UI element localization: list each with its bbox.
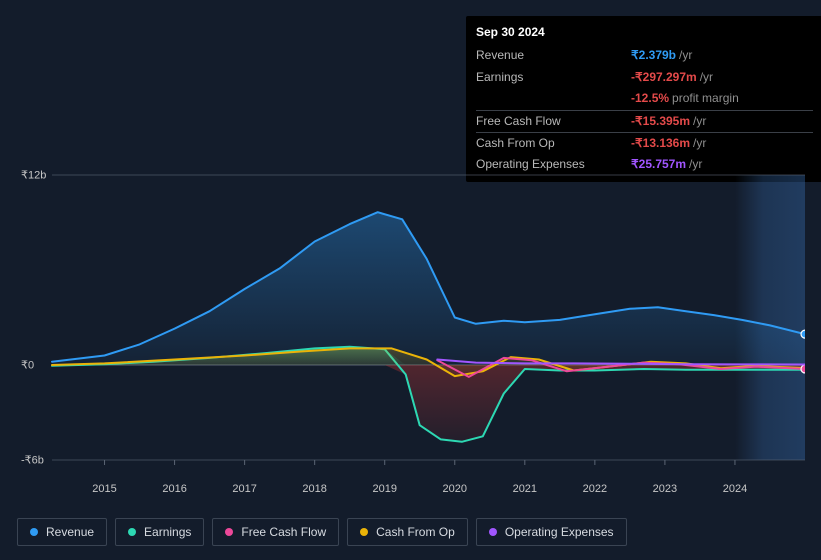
x-axis-label: 2023	[653, 483, 677, 495]
legend-label: Operating Expenses	[505, 525, 614, 539]
legend-dot-icon	[128, 528, 136, 536]
tooltip-row-label: Cash From Op	[476, 132, 631, 154]
tooltip-row-label	[476, 88, 631, 110]
tooltip-row-value: ₹2.379b/yr	[631, 45, 813, 66]
legend-dot-icon	[360, 528, 368, 536]
x-axis-label: 2024	[723, 483, 747, 495]
x-axis-label: 2021	[513, 483, 537, 495]
y-axis-label: ₹0	[21, 359, 34, 372]
x-axis-label: 2018	[302, 483, 326, 495]
legend-item[interactable]: Free Cash Flow	[212, 518, 339, 546]
x-axis-label: 2022	[583, 483, 607, 495]
legend-dot-icon	[489, 528, 497, 536]
legend-label: Earnings	[144, 525, 191, 539]
legend-dot-icon	[225, 528, 233, 536]
x-axis-label: 2019	[372, 483, 396, 495]
tooltip-row-label: Free Cash Flow	[476, 110, 631, 132]
legend-label: Free Cash Flow	[241, 525, 326, 539]
legend-item[interactable]: Earnings	[115, 518, 204, 546]
chart-tooltip: Sep 30 2024 Revenue₹2.379b/yrEarnings-₹2…	[466, 16, 821, 182]
legend-item[interactable]: Revenue	[17, 518, 107, 546]
x-axis: 2015 2016 2017 2018 2019 2020 2021 2022 2023 2024	[17, 473, 805, 493]
tooltip-row-label: Revenue	[476, 45, 631, 66]
y-axis-label: ₹12b	[21, 169, 46, 182]
legend-item[interactable]: Operating Expenses	[476, 518, 627, 546]
legend: Revenue Earnings Free Cash Flow Cash From O…	[17, 518, 627, 546]
legend-label: Cash From Op	[376, 525, 455, 539]
financials-chart[interactable]: ₹12b₹0-₹6b 20152016201720182019202020212…	[17, 160, 805, 480]
tooltip-row-label: Earnings	[476, 67, 631, 88]
tooltip-title: Sep 30 2024	[476, 24, 813, 41]
x-axis-label: 2020	[443, 483, 467, 495]
legend-label: Revenue	[46, 525, 94, 539]
x-axis-label: 2015	[92, 483, 116, 495]
chart-svg	[17, 160, 805, 480]
x-axis-label: 2016	[162, 483, 186, 495]
tooltip-row-value: -₹15.395m/yr	[631, 110, 813, 132]
legend-dot-icon	[30, 528, 38, 536]
tooltip-row-value: -12.5%profit margin	[631, 88, 813, 110]
tooltip-row-value: -₹297.297m/yr	[631, 67, 813, 88]
legend-item[interactable]: Cash From Op	[347, 518, 468, 546]
tooltip-table: Revenue₹2.379b/yrEarnings-₹297.297m/yr-1…	[476, 45, 813, 175]
tooltip-row-value: -₹13.136m/yr	[631, 132, 813, 154]
x-axis-label: 2017	[232, 483, 256, 495]
y-axis-label: -₹6b	[21, 454, 44, 467]
